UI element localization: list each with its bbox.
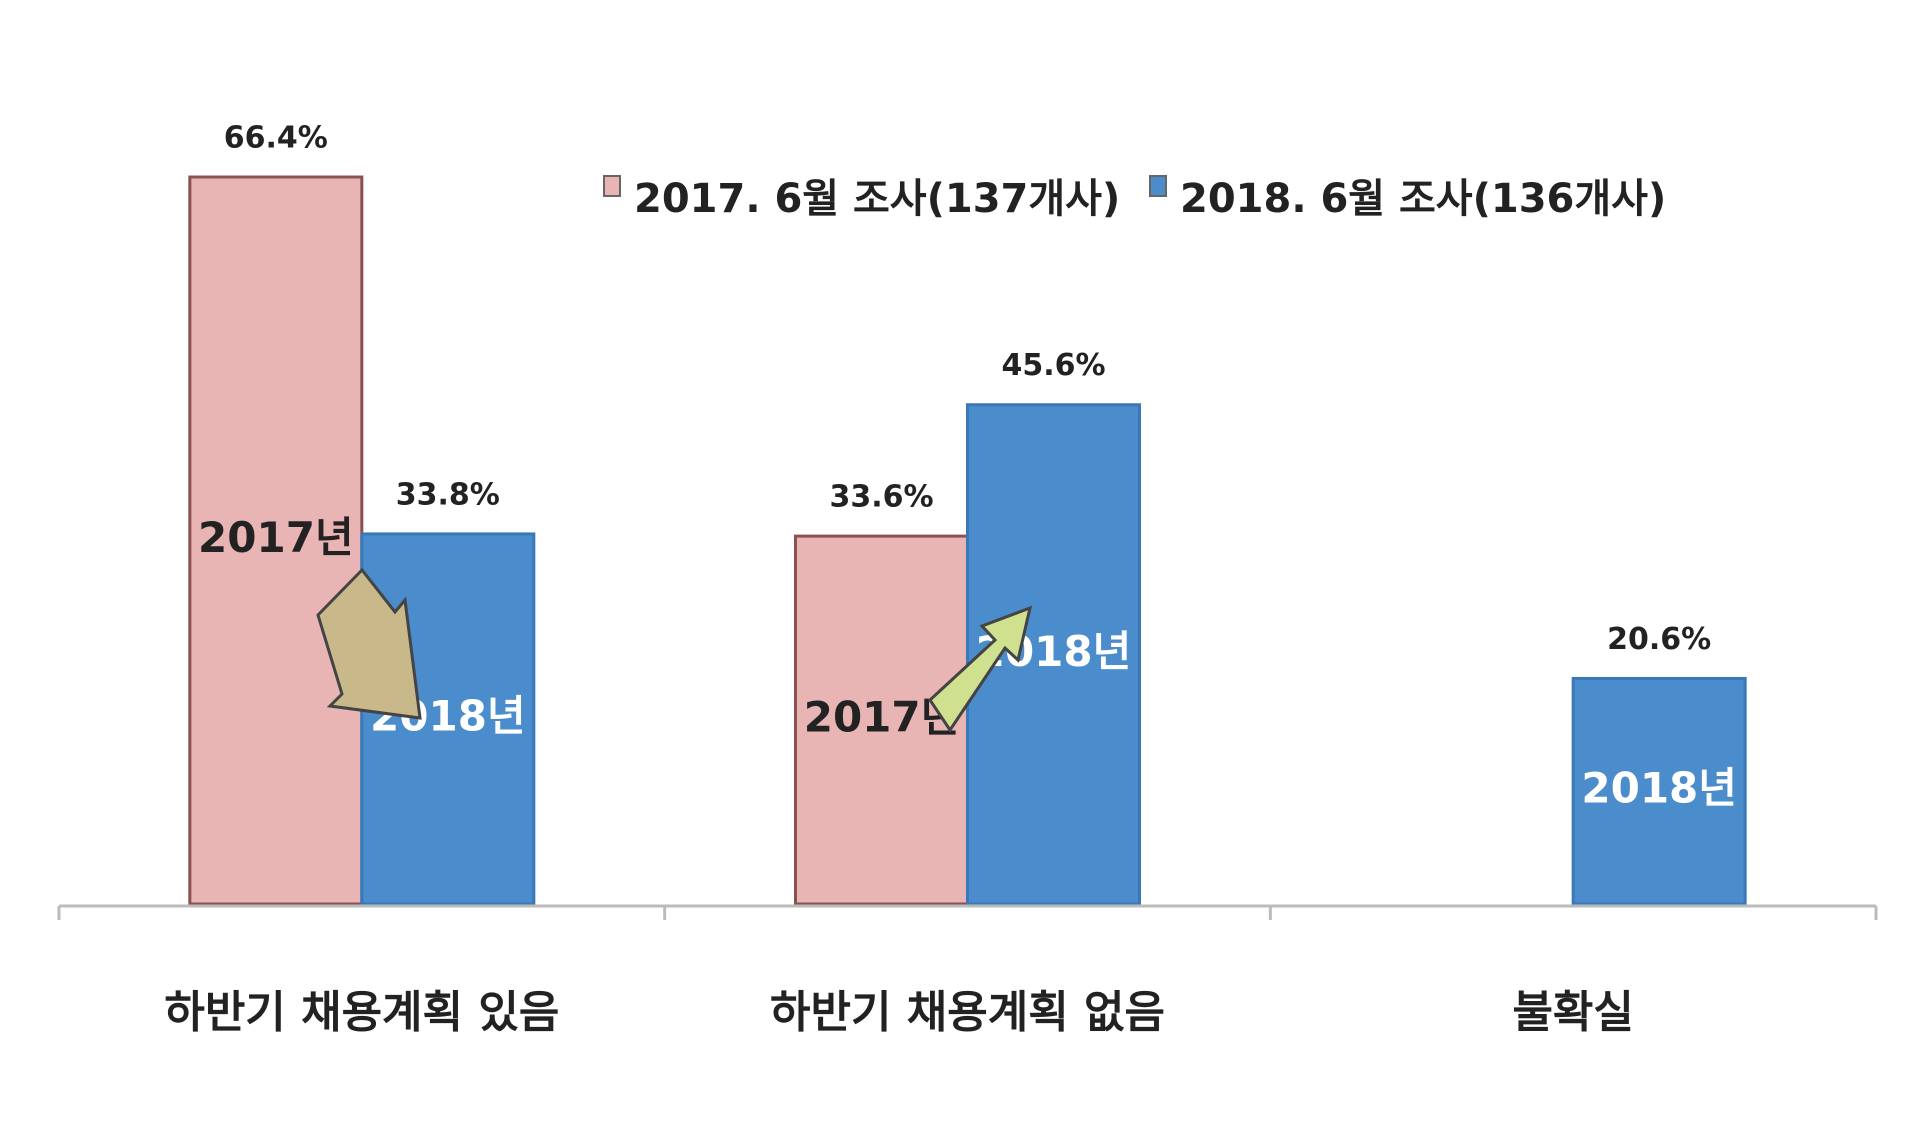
bar [1571,676,1747,906]
legend-swatch [603,175,621,197]
bar [794,534,969,906]
value-label: 20.6% [1607,622,1711,657]
value-label: 33.8% [396,477,500,512]
bar [188,175,364,906]
value-label: 66.4% [224,121,328,156]
x-tick-label: 하반기 채용계획 있음 [164,987,559,1038]
legend-label: 2017. 6월 조사(137개사) [634,176,1120,222]
x-tick-label: 하반기 채용계획 없음 [770,987,1165,1038]
legend-swatch [1149,175,1167,197]
x-tick-label: 불확실 [1512,987,1633,1038]
inner-label: 2018년 [1581,764,1737,813]
down-arrow [316,567,422,720]
value-label: 33.6% [829,480,933,515]
up-arrow [928,605,1033,733]
inner-label: 2017년 [198,513,354,562]
legend-label: 2018. 6월 조사(136개사) [1180,176,1666,222]
bar [360,532,536,906]
value-label: 45.6% [1001,348,1105,383]
arrows [316,567,1033,733]
